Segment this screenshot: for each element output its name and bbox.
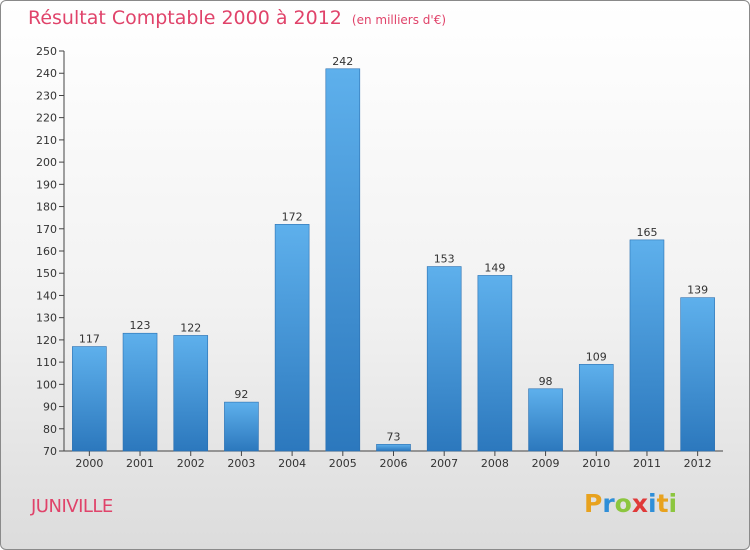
y-tick-label: 130 bbox=[36, 312, 57, 325]
x-tick-label: 2011 bbox=[633, 457, 661, 470]
x-tick-label: 2012 bbox=[684, 457, 712, 470]
proxiti-logo: Proxiti bbox=[584, 489, 677, 518]
x-tick-label: 2001 bbox=[126, 457, 154, 470]
bar bbox=[122, 332, 158, 452]
y-tick-label: 240 bbox=[36, 67, 57, 80]
bar bbox=[629, 239, 665, 452]
bar bbox=[173, 335, 209, 452]
logo-letter: P bbox=[584, 489, 603, 518]
bar bbox=[325, 68, 361, 452]
x-tick-label: 2010 bbox=[582, 457, 610, 470]
bar bbox=[72, 346, 107, 452]
data-label: 153 bbox=[434, 253, 455, 266]
y-tick-label: 140 bbox=[36, 289, 57, 302]
bar bbox=[477, 275, 513, 452]
data-labels: 117 123 122 92 172 242 73 153 149 98 109 165 139 bbox=[79, 55, 708, 444]
logo-letter: i bbox=[668, 489, 678, 518]
bar bbox=[578, 364, 614, 452]
logo-letter: o bbox=[614, 489, 632, 518]
bar bbox=[274, 224, 310, 452]
data-label: 165 bbox=[636, 226, 657, 239]
logo-letter: x bbox=[631, 489, 648, 518]
y-tick-label: 250 bbox=[36, 45, 57, 58]
x-tick-label: 2002 bbox=[177, 457, 205, 470]
y-tick-label: 150 bbox=[36, 267, 57, 280]
y-tick-label: 160 bbox=[36, 245, 57, 258]
y-tick-label: 180 bbox=[36, 201, 57, 214]
x-tick-label: 2006 bbox=[380, 457, 408, 470]
bar bbox=[376, 444, 411, 452]
bar bbox=[680, 297, 715, 452]
data-label: 98 bbox=[539, 375, 553, 388]
logo-letter: i bbox=[648, 489, 657, 518]
y-tick-label: 100 bbox=[36, 378, 57, 391]
data-label: 117 bbox=[79, 333, 100, 346]
y-tick-label: 80 bbox=[43, 423, 57, 436]
y-tick-label: 230 bbox=[36, 89, 57, 102]
y-tick-label: 220 bbox=[36, 112, 57, 125]
data-label: 123 bbox=[130, 319, 151, 332]
x-tick-label: 2008 bbox=[481, 457, 509, 470]
data-label: 139 bbox=[687, 284, 708, 297]
logo-letter: t bbox=[656, 489, 669, 518]
x-tick-label: 2007 bbox=[430, 457, 458, 470]
x-tick-label: 2004 bbox=[278, 457, 306, 470]
data-label: 172 bbox=[282, 210, 303, 223]
x-tick-label: 2000 bbox=[75, 457, 103, 470]
x-tick-label: 2005 bbox=[329, 457, 357, 470]
y-tick-label: 110 bbox=[36, 356, 57, 369]
data-label: 122 bbox=[180, 321, 201, 334]
y-tick-label: 120 bbox=[36, 334, 57, 347]
commune-name: JUNIVILLE bbox=[31, 496, 113, 517]
y-tick-label: 70 bbox=[43, 445, 57, 458]
bar bbox=[224, 401, 259, 452]
data-label: 73 bbox=[387, 430, 401, 443]
y-tick-label: 90 bbox=[43, 401, 57, 414]
bar-series bbox=[72, 68, 715, 452]
logo-letter: r bbox=[602, 489, 615, 518]
y-tick-label: 170 bbox=[36, 223, 57, 236]
y-tick-label: 210 bbox=[36, 134, 57, 147]
x-tick-label: 2003 bbox=[227, 457, 255, 470]
chart-title: Résultat Comptable 2000 à 2012 (en millie… bbox=[28, 7, 446, 29]
bar bbox=[426, 266, 462, 452]
title-text: Résultat Comptable 2000 à 2012 bbox=[28, 7, 342, 29]
data-label: 109 bbox=[586, 350, 607, 363]
data-label: 92 bbox=[234, 388, 248, 401]
chart-subtitle: (en milliers d'€) bbox=[351, 13, 447, 27]
x-tick-label: 2009 bbox=[532, 457, 560, 470]
data-label: 242 bbox=[332, 55, 353, 68]
data-label: 149 bbox=[484, 261, 505, 274]
y-tick-label: 190 bbox=[36, 178, 57, 191]
bar bbox=[528, 388, 563, 452]
y-tick-label: 200 bbox=[36, 156, 57, 169]
